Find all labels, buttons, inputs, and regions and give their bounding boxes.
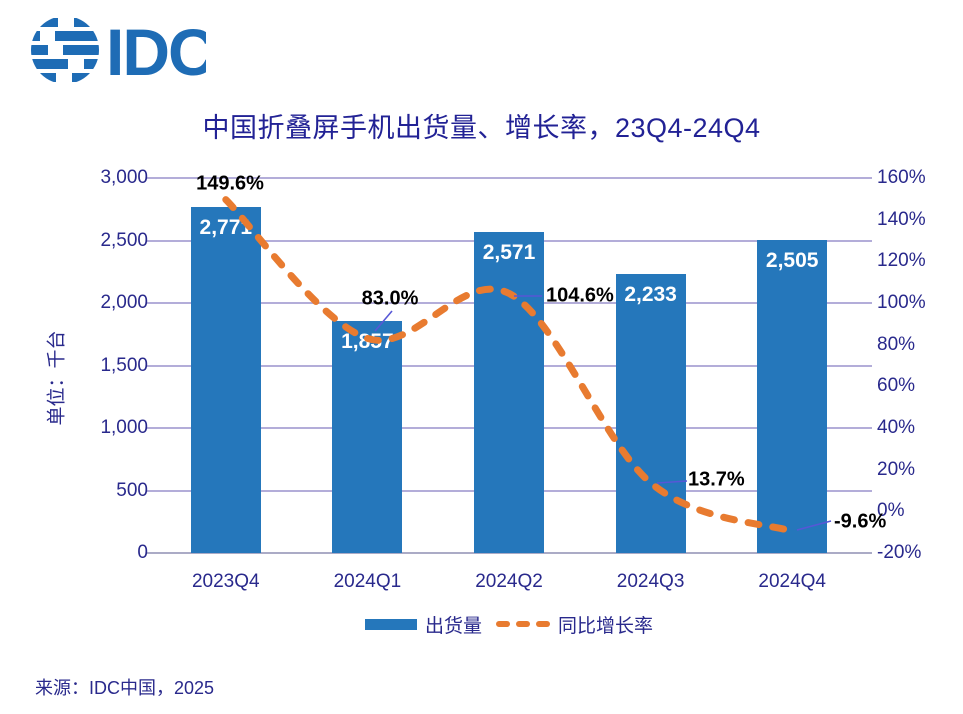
y-axis-right-tick (863, 177, 872, 179)
legend-label-growth: 同比增长率 (558, 615, 654, 637)
growth-point-label: 13.7% (688, 468, 745, 491)
y-axis-left-tick (146, 489, 155, 492)
y-axis-title: 单位：千台 (46, 330, 68, 426)
y-axis-right-tick-label: 80% (877, 333, 916, 355)
y-axis-right-tick (863, 489, 872, 492)
x-axis-line (146, 552, 872, 554)
source-note: 来源：IDC中国，2025 (35, 678, 215, 698)
growth-point-label: 149.6% (196, 172, 264, 195)
legend-label-shipments: 出货量 (424, 615, 482, 637)
bar-2024Q2 (474, 231, 544, 553)
y-axis-right-tick-label: 0% (877, 500, 905, 522)
y-axis-right-tick (863, 427, 872, 429)
y-axis-left-tick (146, 364, 155, 367)
bar-2023Q4 (190, 206, 261, 553)
logo-text: IDC (106, 15, 206, 88)
bar-value-label: 2,505 (765, 248, 819, 272)
y-axis-left-tick-label: 2,000 (100, 292, 148, 313)
y-axis-right-tick-label: -20% (877, 542, 922, 563)
bar-value-label: 2,571 (482, 240, 536, 264)
y-axis-left-tick (146, 239, 155, 242)
y-axis-left-tick (146, 302, 155, 304)
y-axis-left-tick (146, 427, 155, 429)
bar-2024Q3 (615, 273, 686, 553)
growth-point-label: -9.6% (834, 510, 887, 533)
bar-swatch-icon (364, 618, 417, 630)
growth-point-label: 104.6% (546, 284, 614, 307)
chart-title: 中国折叠屏手机出货量、增长率，23Q4-24Q4 (202, 113, 761, 143)
legend: 出货量 同比增长率 (155, 611, 863, 637)
y-axis-right-tick-label: 20% (877, 458, 916, 480)
y-axis-right-tick-label: 140% (877, 208, 926, 230)
growth-point-label: 83.0% (361, 287, 419, 310)
y-axis-left-tick-label: 500 (116, 479, 148, 501)
y-axis-left-tick (146, 177, 155, 179)
y-axis-left-tick-label: 3,000 (100, 167, 148, 188)
y-axis-right-tick-label: 60% (877, 375, 916, 397)
dashed-line-swatch-icon (496, 621, 550, 627)
legend-item-growth: 同比增长率 (496, 611, 653, 638)
x-axis-tick-label: 2024Q1 (333, 571, 402, 592)
y-axis-right-tick-label: 100% (877, 292, 926, 313)
y-axis-right-tick-label: 120% (877, 250, 926, 272)
y-axis-right-tick (863, 364, 872, 367)
y-axis-left-tick-label: 2,500 (100, 229, 148, 251)
x-axis-tick-label: 2024Q3 (616, 571, 685, 592)
bar-2024Q1 (332, 320, 403, 553)
bar-value-label: 2,233 (624, 282, 677, 306)
x-axis-tick-label: 2023Q4 (191, 571, 260, 592)
y-axis-right-tick (863, 239, 872, 242)
x-axis-tick-label: 2024Q2 (475, 571, 543, 592)
gridline (155, 177, 863, 179)
y-axis-right-tick-label: 160% (877, 167, 926, 188)
y-axis-left-tick-label: 1,000 (100, 417, 148, 438)
y-axis-right-tick-label: 40% (877, 417, 916, 438)
bar-value-label: 1,857 (341, 329, 394, 353)
bar-value-label: 2,771 (199, 215, 253, 239)
idc-logo-graphic: IDC (31, 15, 216, 89)
legend-item-shipments: 出货量 (364, 611, 482, 638)
y-axis-left-tick-label: 0 (137, 542, 148, 563)
bar-2024Q4 (757, 239, 828, 553)
globe-icon (31, 16, 99, 84)
y-axis-left-tick-label: 1,500 (100, 354, 148, 376)
x-axis-tick-label: 2024Q4 (758, 571, 826, 592)
y-axis-right-tick (863, 302, 872, 304)
idc-logo: IDC (28, 12, 216, 93)
